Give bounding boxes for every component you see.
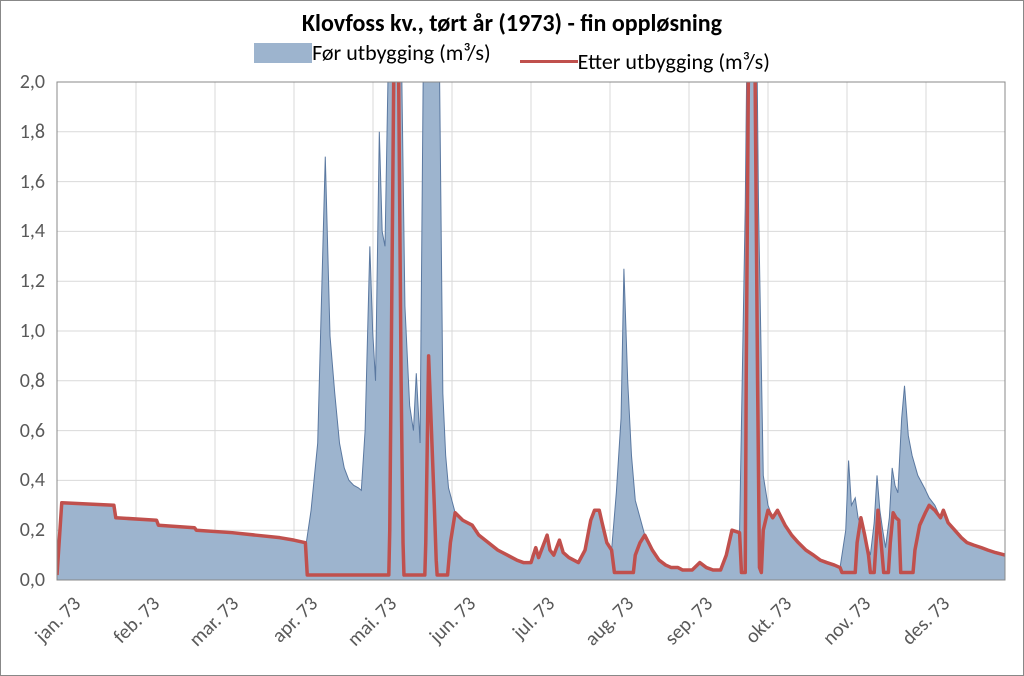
legend-label-area: Før utbygging (m³/s) [312,39,491,66]
y-tick-label: 0,0 [20,568,45,592]
x-tick-label: mar. 73 [184,592,244,652]
x-tick-label: mai. 73 [342,592,401,651]
chart-container: Klovfoss kv., tørt år (1973) - fin opplø… [0,0,1024,676]
legend-swatch-line [520,60,578,63]
x-tick-label: jan. 73 [30,592,86,648]
x-tick-label: aug. 73 [580,592,639,651]
y-tick-label: 1,6 [20,170,45,194]
y-tick-label: 0,4 [20,468,45,492]
legend-item-line: Etter utbygging (m³/s) [520,48,770,75]
legend-label-line: Etter utbygging (m³/s) [578,48,770,75]
legend-item-area: Før utbygging (m³/s) [254,39,491,66]
y-tick-label: 1,8 [20,120,45,144]
x-tick-label: apr. 73 [267,592,323,648]
y-tick-label: 2,0 [20,70,45,94]
x-tick-label: okt. 73 [740,592,797,649]
x-tick-label: sep. 73 [660,592,718,650]
y-tick-label: 1,4 [20,219,45,243]
legend-swatch-area [254,43,312,63]
x-tick-label: nov. 73 [818,592,876,650]
x-tick-label: jun. 73 [424,592,480,648]
x-tick-label: jul. 73 [508,592,560,644]
x-tick-label: feb. 73 [108,592,165,649]
y-tick-label: 0,6 [20,419,45,443]
y-tick-label: 0,2 [20,518,45,542]
y-tick-label: 0,8 [20,369,45,393]
chart-title: Klovfoss kv., tørt år (1973) - fin opplø… [1,9,1023,38]
plot-area [51,76,1011,586]
chart-legend: Før utbygging (m³/s) Etter utbygging (m³… [1,39,1023,75]
y-tick-label: 1,0 [20,319,45,343]
y-tick-label: 1,2 [20,269,45,293]
x-tick-label: des. 73 [897,592,955,650]
